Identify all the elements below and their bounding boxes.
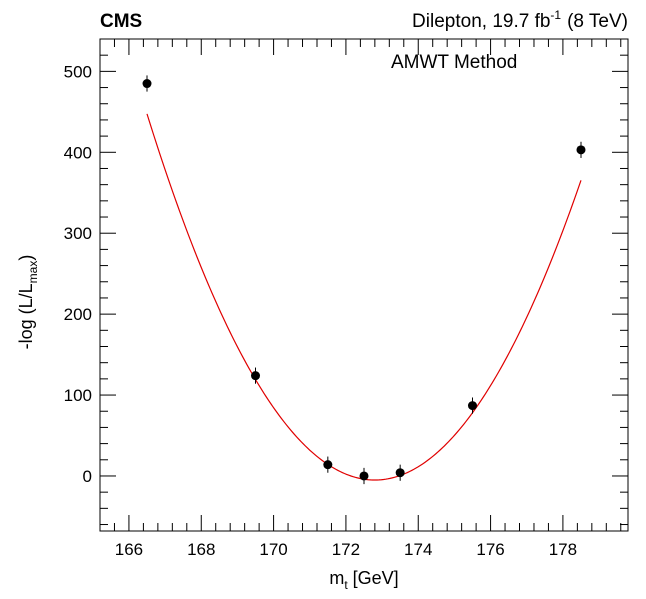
x-tick-label: 176 (476, 540, 504, 559)
y-tick-label: 300 (64, 224, 92, 243)
y-tick-label: 400 (64, 143, 92, 162)
x-tick-label: 174 (404, 540, 432, 559)
x-tick-label: 170 (259, 540, 287, 559)
data-point-marker (251, 371, 261, 381)
experiment-label: CMS (100, 11, 142, 32)
data-points (142, 75, 586, 485)
energy-label: (8 TeV) (567, 11, 628, 32)
data-point-marker (467, 401, 477, 411)
y-tick-label: 200 (64, 305, 92, 324)
data-point-marker (395, 468, 405, 478)
plot-frame (99, 38, 629, 532)
y-tick-label: 100 (64, 386, 92, 405)
y-tick-label: 0 (83, 467, 92, 486)
x-tick-label: 172 (332, 540, 360, 559)
x-axis-tick-labels: 166 168 170 172 174 176 178 (115, 540, 577, 559)
x-tick-label: 178 (549, 540, 577, 559)
data-point-marker (576, 145, 586, 155)
y-axis-tick-labels: 0 100 200 300 400 500 (64, 62, 92, 486)
y-axis-ticks (100, 38, 628, 526)
data-point-marker (359, 471, 369, 481)
data-point-marker (142, 79, 152, 89)
lumi-exponent: -1 (550, 8, 561, 22)
method-annotation: AMWT Method (391, 52, 517, 73)
channel-prefix: Dilepton, 19.7 fb (412, 11, 550, 32)
x-tick-label: 168 (187, 540, 215, 559)
fit-curve (146, 113, 582, 481)
x-axis-title: mt [GeV] (329, 568, 398, 592)
data-point-marker (323, 460, 333, 470)
channel-lumi-label: Dilepton, 19.7 fb-1 (8 TeV) (412, 8, 628, 32)
y-axis-title: -log (L/Lmax) (16, 255, 40, 350)
x-axis-ticks (99, 39, 622, 531)
y-tick-label: 500 (64, 62, 92, 81)
x-tick-label: 166 (115, 540, 143, 559)
